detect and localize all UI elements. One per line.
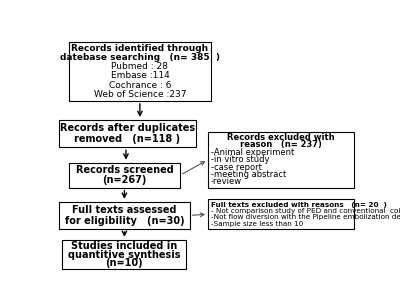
Text: Records screened: Records screened xyxy=(76,165,173,175)
Text: removed   (n=118 ): removed (n=118 ) xyxy=(74,135,180,144)
Text: Records after duplicates: Records after duplicates xyxy=(60,123,195,133)
Text: quantitive synthesis: quantitive synthesis xyxy=(68,249,181,260)
Text: Full texts assessed: Full texts assessed xyxy=(72,205,177,215)
Text: -Not flow diversion with the Pipeline embolization device: -Not flow diversion with the Pipeline em… xyxy=(210,214,400,221)
Text: -in vitro study: -in vitro study xyxy=(210,155,269,164)
FancyBboxPatch shape xyxy=(208,132,354,188)
Text: -Animal experiment: -Animal experiment xyxy=(210,148,294,157)
Text: Cochrance : 6: Cochrance : 6 xyxy=(109,81,171,90)
FancyBboxPatch shape xyxy=(69,42,211,101)
Text: reason   (n= 237): reason (n= 237) xyxy=(240,140,322,149)
FancyBboxPatch shape xyxy=(208,199,354,229)
Text: datebase searching   (n= 385  ): datebase searching (n= 385 ) xyxy=(60,53,220,62)
Text: Full texts excluded with reasons   (n= 20  ): Full texts excluded with reasons (n= 20 … xyxy=(210,201,386,208)
Text: -meeting abstract: -meeting abstract xyxy=(210,170,286,179)
Text: Web of Science :237: Web of Science :237 xyxy=(94,90,186,99)
Text: -review: -review xyxy=(210,177,242,186)
Text: - Not comparison study of PED and conventional  coils: - Not comparison study of PED and conven… xyxy=(210,208,400,214)
Text: Studies included in: Studies included in xyxy=(71,241,178,251)
Text: (n=267): (n=267) xyxy=(102,175,146,185)
FancyBboxPatch shape xyxy=(62,240,186,270)
Text: Records excluded with: Records excluded with xyxy=(227,133,335,142)
Text: for eligibility   (n=30): for eligibility (n=30) xyxy=(64,216,184,226)
Text: (n=10): (n=10) xyxy=(106,258,143,268)
Text: Records identified through: Records identified through xyxy=(71,44,208,53)
Text: -case report: -case report xyxy=(210,163,262,172)
FancyBboxPatch shape xyxy=(59,202,190,229)
Text: Embase :114: Embase :114 xyxy=(110,71,169,80)
Text: -Sample size less than 10: -Sample size less than 10 xyxy=(210,221,303,227)
Text: Pubmed : 28: Pubmed : 28 xyxy=(112,62,168,71)
FancyBboxPatch shape xyxy=(59,120,196,147)
FancyBboxPatch shape xyxy=(69,163,180,188)
